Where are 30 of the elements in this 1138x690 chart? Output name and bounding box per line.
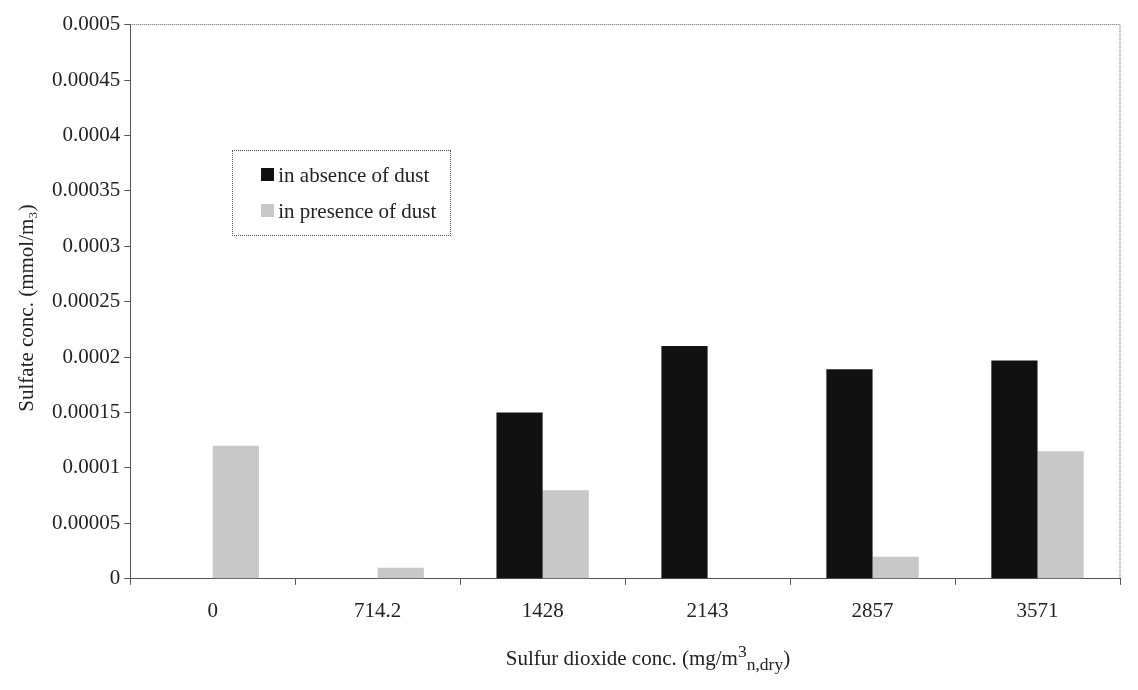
y-tick-label: 0.0002 <box>62 343 121 368</box>
y-tick-label: 0.0004 <box>62 121 121 146</box>
y-tick-label: 0.0005 <box>62 11 121 36</box>
x-tick-label: 3571 <box>1016 597 1059 622</box>
bar <box>1037 451 1084 579</box>
x-tick-label: 2857 <box>851 597 894 622</box>
y-tick-label: 0.00005 <box>52 509 121 534</box>
legend-label: in absence of dust <box>278 161 430 189</box>
y-tick-label: 0.00045 <box>52 66 121 91</box>
x-tick-label: 1428 <box>521 597 564 622</box>
bar <box>661 346 708 579</box>
bar <box>872 556 919 579</box>
bar <box>212 445 259 579</box>
bar <box>991 360 1038 579</box>
x-tick-label: 0 <box>207 597 218 622</box>
bar <box>377 567 424 579</box>
y-tick-label: 0.0003 <box>62 232 121 257</box>
bar <box>826 369 873 579</box>
bar <box>542 490 589 579</box>
y-tick-label: 0.00015 <box>52 399 121 424</box>
y-tick-label: 0.00035 <box>52 177 121 202</box>
bar <box>496 412 543 579</box>
legend-label: in presence of dust <box>278 197 437 225</box>
y-tick-label: 0 <box>109 565 121 590</box>
x-tick-label: 714.2 <box>354 597 402 622</box>
x-axis-title: Sulfur dioxide conc. (mg/m$^{3}$$_{n,dry}$) <box>505 640 791 676</box>
y-tick-label: 0.0001 <box>62 454 121 479</box>
x-tick-label: 2143 <box>686 597 729 622</box>
y-axis-title: Sulfate conc. (mmol/m₃) <box>13 204 39 412</box>
y-tick-label: 0.00025 <box>52 288 121 313</box>
